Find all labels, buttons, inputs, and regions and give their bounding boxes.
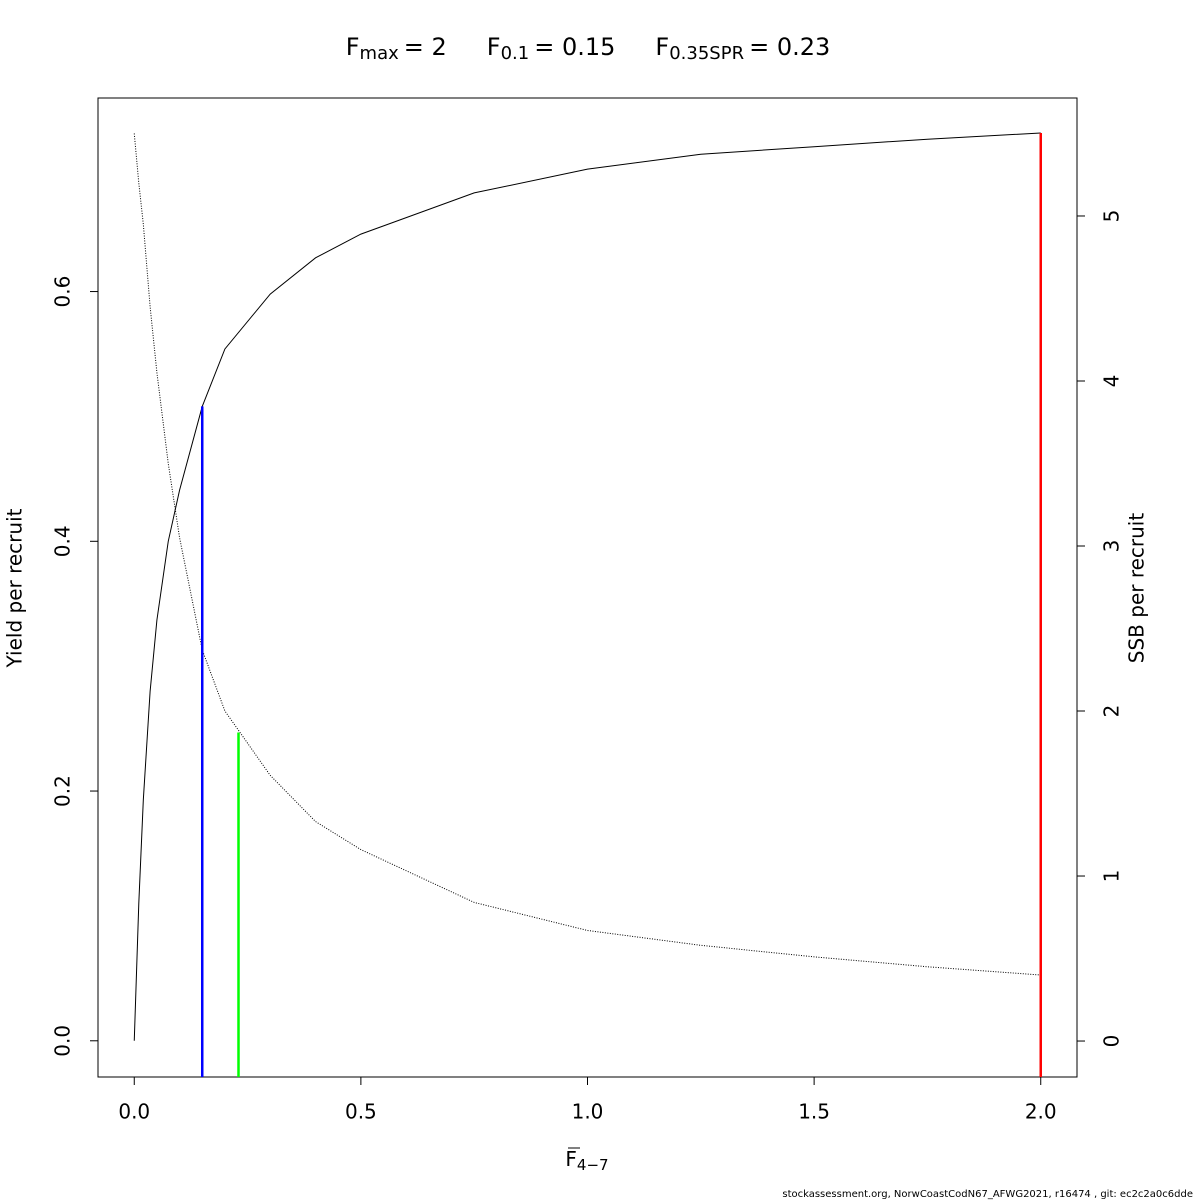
x-tick-label: 0.5: [345, 1100, 377, 1124]
x-label-sub: 4−7: [577, 1156, 609, 1174]
title-value: = 0.23: [749, 33, 830, 61]
title-symbol: F: [487, 33, 501, 61]
y2-tick-label: 2: [1100, 705, 1124, 718]
y-tick-label: 0.6: [51, 276, 75, 308]
x-tick-label: 0.0: [118, 1100, 150, 1124]
plot-frame: [97, 97, 1078, 1078]
series-line: [133, 133, 1041, 976]
y-axis-label: Yield per recruit: [3, 508, 27, 668]
title-subscript: 0.35SPR: [669, 43, 744, 64]
y2-tick-label: 0: [1100, 1035, 1124, 1048]
footer: stockassessment.org, NorwCoastCodN67_AFW…: [782, 1189, 1193, 1200]
title-value: = 2: [404, 33, 447, 61]
x-tick-label: 1.5: [798, 1100, 830, 1124]
y-tick-label: 0.2: [51, 775, 75, 807]
x-tick-label: 2.0: [1025, 1100, 1057, 1124]
title-subscript: max: [360, 43, 400, 64]
title-symbol: F: [655, 33, 669, 61]
y-tick-label: 0.4: [51, 525, 75, 557]
y2-axis-label: SSB per recruit: [1125, 513, 1149, 664]
series-line: [133, 132, 1041, 1041]
y2-tick-label: 1: [1100, 870, 1124, 883]
x-tick-label: 1.0: [572, 1100, 604, 1124]
x-axis-label: F4−7: [565, 1147, 608, 1174]
y2-tick-label: 5: [1100, 210, 1124, 223]
x-label-main: F: [565, 1147, 577, 1171]
y-tick-label: 0.0: [51, 1025, 75, 1057]
title-symbol: F: [346, 33, 360, 61]
title-subscript: 0.1: [501, 43, 530, 64]
title-value: = 0.15: [534, 33, 615, 61]
y2-tick-label: 3: [1100, 540, 1124, 553]
chart-title: Fmax = 2 F0.1 = 0.15 F0.35SPR = 0.23: [346, 33, 831, 64]
y2-tick-label: 4: [1100, 375, 1124, 388]
